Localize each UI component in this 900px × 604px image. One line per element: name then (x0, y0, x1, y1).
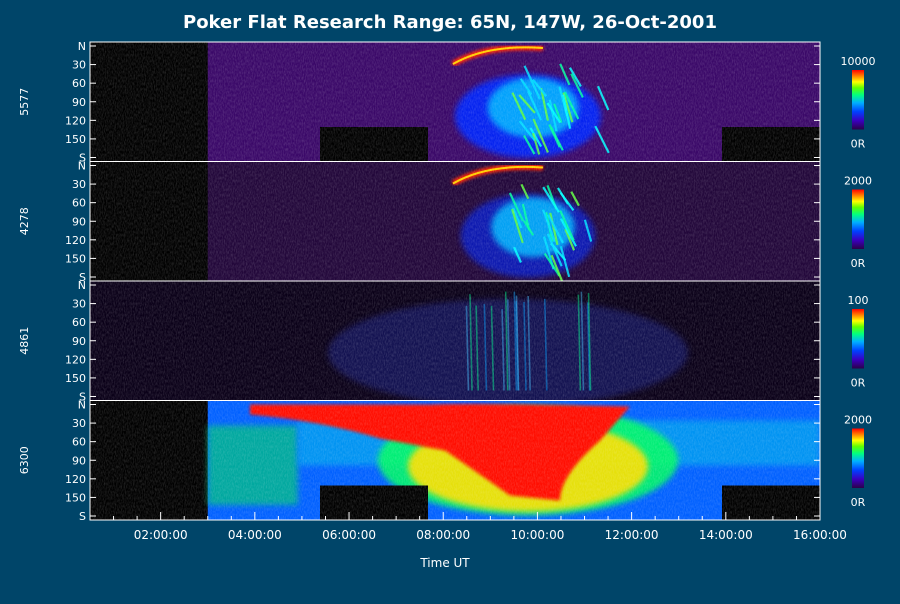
panel-5577: N 30 60 90 120 150 S 5577 10000 0R (18, 40, 876, 165)
x-tick-label: 10:00:00 (510, 528, 564, 542)
colorbar (852, 70, 864, 130)
y-tick-label: 30 (72, 59, 86, 72)
x-tick-label: 08:00:00 (416, 528, 470, 542)
y-tick-label: 150 (65, 133, 86, 146)
x-tick-label: 14:00:00 (699, 528, 753, 542)
y-tick-label: 120 (65, 234, 86, 247)
y-tick-label: 30 (72, 178, 86, 191)
panel-4278: N 30 60 90 120 150 S 4278 2000 0R (18, 160, 872, 285)
y-tick-label: 120 (65, 353, 86, 366)
y-tick-label: S (79, 510, 86, 523)
y-tick-label: 120 (65, 114, 86, 127)
y-tick-label: N (78, 40, 86, 53)
y-tick-label: 30 (72, 298, 86, 311)
colorbar (852, 189, 864, 249)
colorbar-min-label: 0R (851, 257, 866, 270)
x-tick-label: 02:00:00 (134, 528, 188, 542)
colorbar-max-label: 10000 (841, 55, 876, 68)
colorbar-min-label: 0R (851, 138, 866, 151)
y-tick-label: 90 (72, 215, 86, 228)
y-tick-label: 60 (72, 77, 86, 90)
y-tick-label: 120 (65, 473, 86, 486)
panel-image (90, 42, 820, 162)
y-tick-label: N (78, 279, 86, 292)
channel-label: 4861 (18, 327, 31, 355)
y-tick-label: 150 (65, 491, 86, 504)
x-tick-label: 12:00:00 (605, 528, 659, 542)
colorbar-max-label: 100 (848, 294, 869, 307)
y-tick-label: S (79, 391, 86, 404)
x-axis: 02:00:00 04:00:00 06:00:00 08:00:00 10:00:00… (113, 512, 847, 542)
channel-label: 6300 (18, 446, 31, 474)
y-tick-label: 150 (65, 372, 86, 385)
y-tick-label: S (79, 152, 86, 165)
x-tick-label: 16:00:00 (793, 528, 847, 542)
y-tick-label: 60 (72, 197, 86, 210)
panel-image (90, 400, 820, 520)
panel-image (90, 161, 820, 281)
colorbar (852, 309, 864, 369)
x-axis-label: Time UT (419, 556, 470, 570)
x-tick-label: 04:00:00 (228, 528, 282, 542)
colorbar-max-label: 2000 (844, 175, 872, 188)
chart-title: Poker Flat Research Range: 65N, 147W, 26… (183, 12, 717, 33)
colorbar (852, 428, 864, 488)
y-tick-label: S (79, 271, 86, 284)
y-tick-label: 150 (65, 252, 86, 265)
y-tick-label: 90 (72, 335, 86, 348)
colorbar-min-label: 0R (851, 377, 866, 390)
y-tick-label: N (78, 399, 86, 412)
y-tick-label: 60 (72, 316, 86, 329)
channel-label: 4278 (18, 207, 31, 235)
colorbar-max-label: 2000 (844, 414, 872, 427)
y-tick-label: 60 (72, 436, 86, 449)
channel-label: 5577 (18, 88, 31, 116)
panels-group: N 30 60 90 120 150 S 5577 10000 0R N 30 60 90 120 150 S 4… (18, 40, 876, 523)
y-tick-label: N (78, 160, 86, 173)
panel-4861: N 30 60 90 120 150 S 4861 100 0R (18, 279, 869, 404)
y-tick-label: 90 (72, 454, 86, 467)
x-tick-label: 06:00:00 (322, 528, 376, 542)
y-tick-label: 90 (72, 96, 86, 109)
panel-image (90, 281, 820, 401)
y-tick-label: 30 (72, 417, 86, 430)
panel-6300: N 30 60 90 120 150 S 6300 2000 0R (18, 399, 872, 524)
colorbar-min-label: 0R (851, 496, 866, 509)
